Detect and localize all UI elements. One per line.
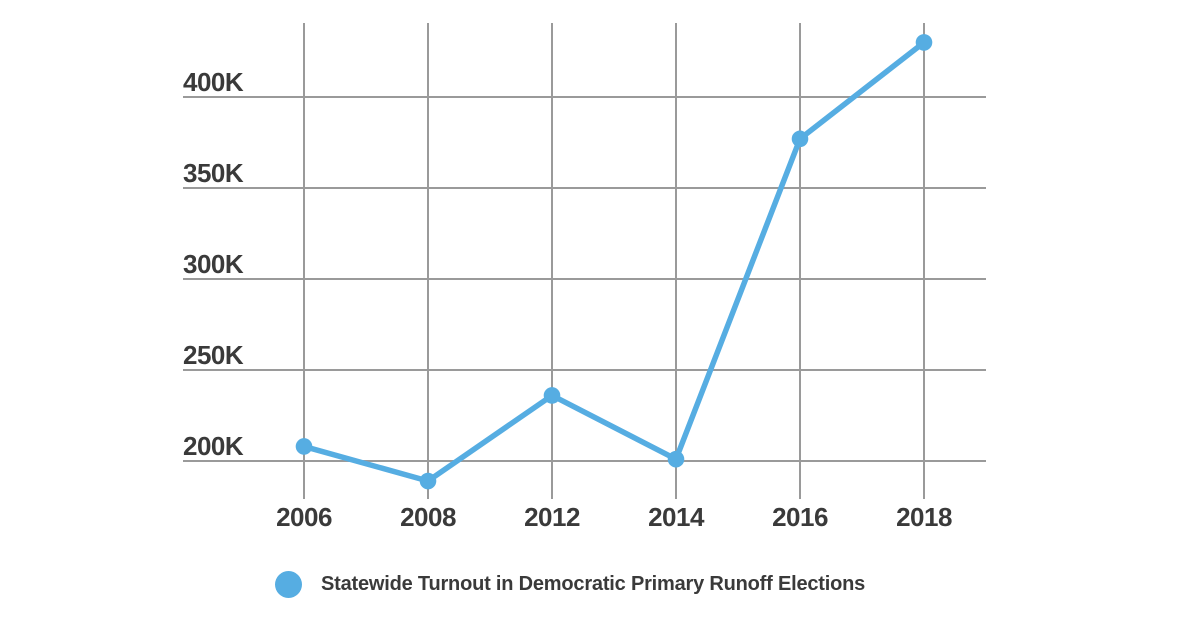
y-tick-label: 200K (183, 431, 244, 461)
y-tick-label: 400K (183, 67, 244, 97)
data-point-2012 (543, 387, 561, 404)
series-line (301, 39, 927, 484)
y-tick-label: 300K (183, 249, 244, 279)
x-tick-label: 2008 (400, 502, 456, 532)
x-tick-label: 2014 (648, 502, 705, 532)
data-point-2008 (419, 472, 437, 490)
x-tick-label: 2012 (524, 502, 580, 532)
data-point-2018 (915, 34, 933, 51)
x-tick-label: 2006 (276, 502, 332, 532)
data-point-2016 (791, 130, 809, 148)
data-point-2006 (295, 438, 313, 455)
x-tick-label: 2016 (772, 502, 828, 532)
chart-legend: Statewide Turnout in Democratic Primary … (275, 571, 865, 598)
legend-marker-icon (275, 571, 302, 598)
y-tick-label: 350K (183, 158, 244, 188)
y-tick-label: 250K (183, 340, 244, 370)
legend-label: Statewide Turnout in Democratic Primary … (321, 573, 866, 595)
x-tick-label: 2018 (896, 502, 952, 532)
data-point-2014 (667, 450, 685, 468)
